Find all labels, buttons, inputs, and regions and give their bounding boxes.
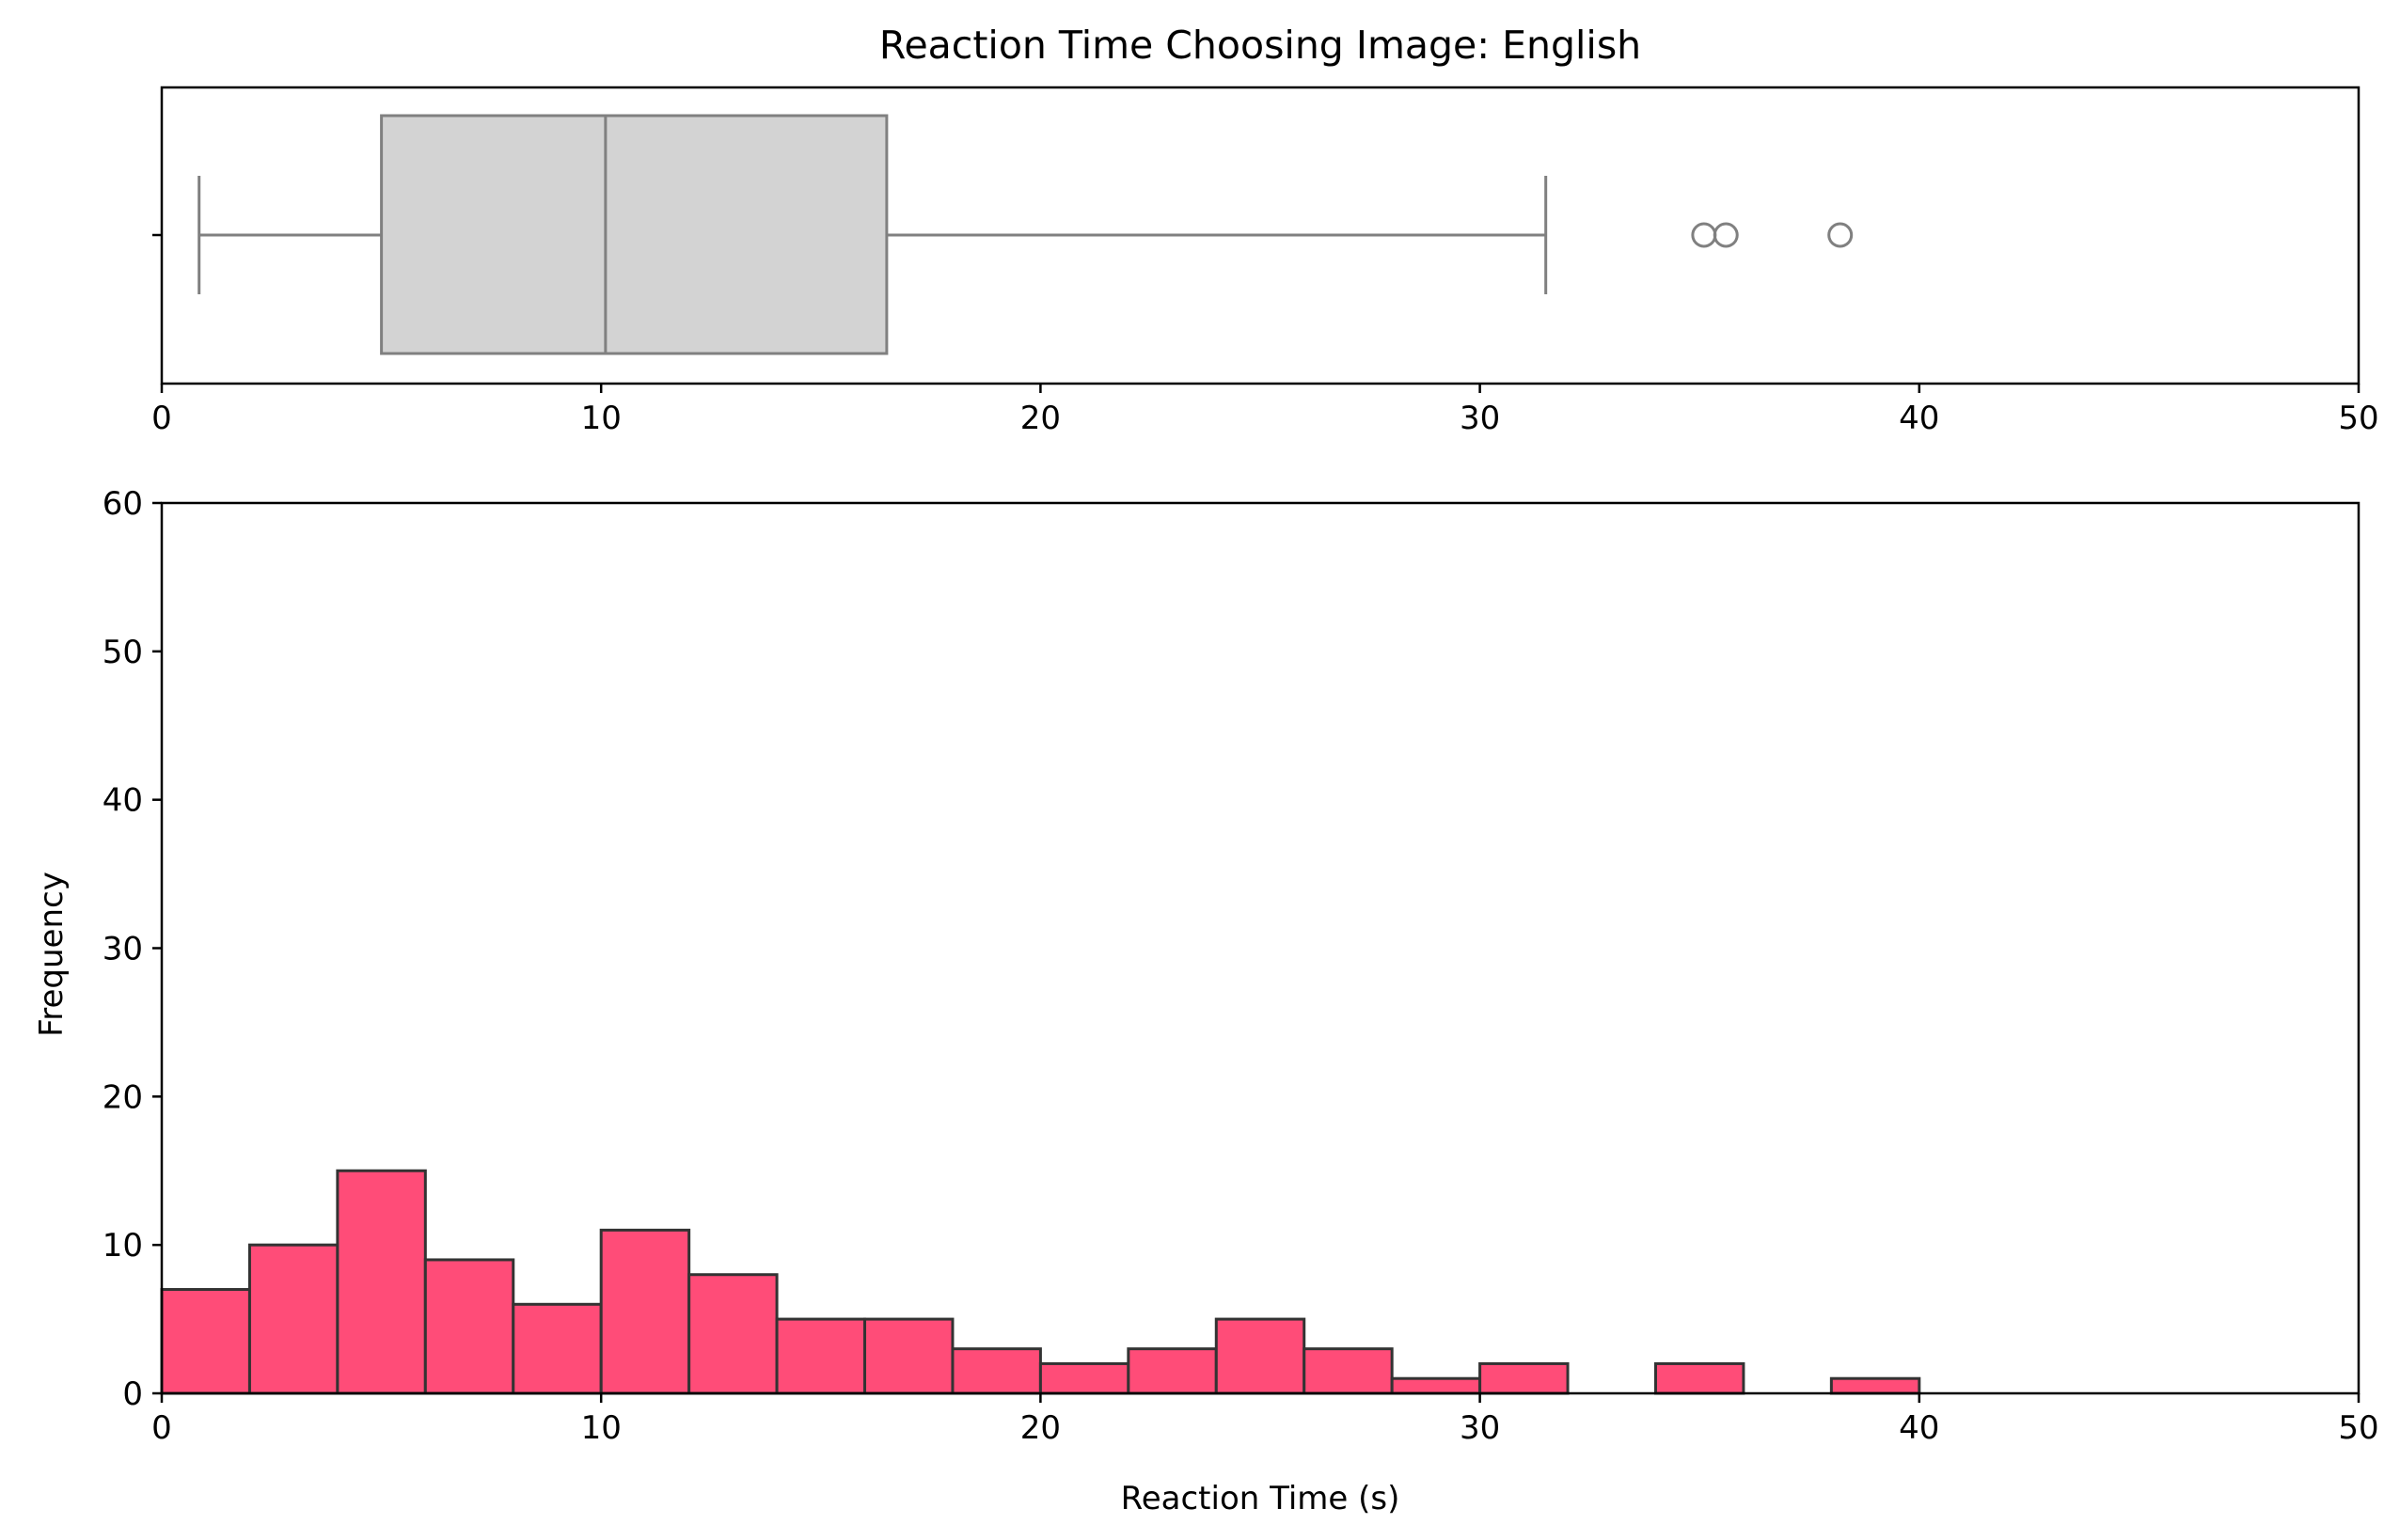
hist-y-tick-label-0: 0: [122, 1375, 143, 1413]
histogram-bar-17: [1829, 1376, 1921, 1395]
y-axis-label: Frequency: [33, 872, 71, 1037]
histogram-bar-5: [599, 1228, 691, 1395]
histogram-bar-6: [687, 1273, 779, 1395]
hist-y-tick-label-20: 20: [103, 1078, 143, 1116]
histogram-bar-7: [775, 1317, 867, 1395]
box-x-tick-label-30: 30: [1460, 400, 1500, 437]
hist-x-tick-label-30: 30: [1460, 1409, 1500, 1447]
histogram-bar-4: [512, 1302, 603, 1395]
histogram-bar-9: [951, 1347, 1042, 1395]
x-axis-label: Reaction Time (s): [1121, 1480, 1400, 1517]
box-plot: [197, 114, 1854, 355]
hist-x-tick-label-40: 40: [1899, 1409, 1939, 1447]
histogram-bar-3: [423, 1258, 515, 1395]
histogram-bar-1: [247, 1243, 339, 1395]
histogram-bar-14: [1390, 1376, 1482, 1395]
histogram-bar-15: [1478, 1361, 1570, 1395]
outlier-point-0: [1691, 222, 1717, 248]
hist-y-tick-label-10: 10: [103, 1227, 143, 1265]
histogram-bar-16: [1653, 1361, 1745, 1395]
outlier-point-1: [1713, 222, 1739, 248]
hist-y-tick-label-30: 30: [103, 931, 143, 968]
box-x-tick-label-50: 50: [2338, 400, 2378, 437]
outlier-point-2: [1827, 222, 1854, 248]
box-x-tick-label-0: 0: [151, 400, 172, 437]
box-x-tick-label-10: 10: [581, 400, 622, 437]
hist-x-tick-label-10: 10: [581, 1409, 622, 1447]
histogram-bar-10: [1038, 1361, 1130, 1395]
box-x-tick-label-40: 40: [1899, 400, 1939, 437]
hist-y-tick-label-40: 40: [103, 782, 143, 820]
box-x-tick-label-20: 20: [1020, 400, 1061, 437]
box-iqr: [380, 114, 889, 355]
hist-y-tick-label-50: 50: [103, 634, 143, 671]
hist-x-tick-label-0: 0: [151, 1409, 172, 1447]
histogram-bar-11: [1127, 1347, 1218, 1395]
histogram-bar-0: [160, 1288, 251, 1395]
box-plot-x-axis: 0 10 20 30 40 50: [151, 86, 2379, 437]
histogram-bar-13: [1303, 1347, 1394, 1395]
histogram-bars: [160, 1169, 1921, 1395]
hist-x-tick-label-50: 50: [2338, 1409, 2378, 1447]
histogram-axes: 0 10 20 30 40 50 0 10 20 30 40 50 60: [103, 485, 2379, 1447]
hist-y-tick-label-60: 60: [103, 485, 143, 523]
chart-title: Reaction Time Choosing Image: English: [879, 23, 1641, 68]
histogram-bar-2: [336, 1169, 427, 1395]
histogram-bar-12: [1214, 1317, 1306, 1395]
hist-x-tick-label-20: 20: [1020, 1409, 1061, 1447]
histogram-bar-8: [863, 1317, 955, 1395]
